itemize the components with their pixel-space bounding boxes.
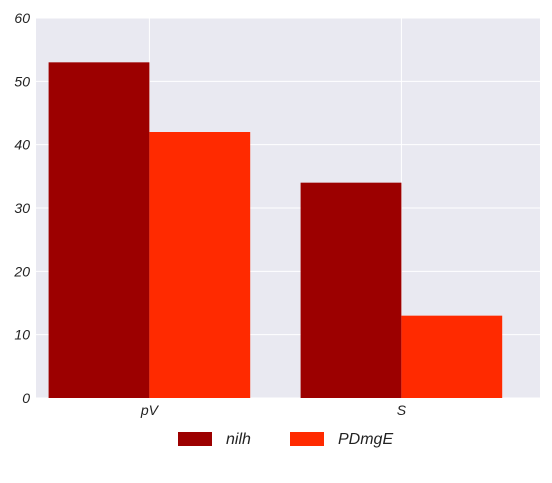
y-tick-label: 30 xyxy=(14,200,30,216)
legend-label-nilh: nilh xyxy=(226,431,251,448)
x-axis-ticks: pV S xyxy=(140,402,407,418)
y-tick-label: 40 xyxy=(14,137,30,153)
legend-label-PDmgE: PDmgE xyxy=(338,431,393,448)
bar-PDmgE-S xyxy=(401,315,503,398)
y-tick-label: 50 xyxy=(14,73,30,89)
y-tick-label: 10 xyxy=(14,327,30,343)
legend-swatch-PDmgE xyxy=(290,432,324,446)
bars xyxy=(48,62,503,398)
legend-swatch-nilh xyxy=(178,432,212,446)
y-tick-label: 60 xyxy=(14,10,30,26)
bar-nilh-S xyxy=(300,182,402,398)
y-axis-ticks: 0 10 20 30 40 50 60 xyxy=(13,10,30,406)
bar-PDmgE-pV xyxy=(149,132,251,398)
y-tick-label: 0 xyxy=(22,390,30,406)
legend: nilh PDmgE xyxy=(178,431,393,448)
x-tick-label: pV xyxy=(140,402,160,418)
x-tick-label: S xyxy=(397,402,407,418)
bar-nilh-pV xyxy=(48,62,150,398)
y-tick-label: 20 xyxy=(13,263,30,279)
